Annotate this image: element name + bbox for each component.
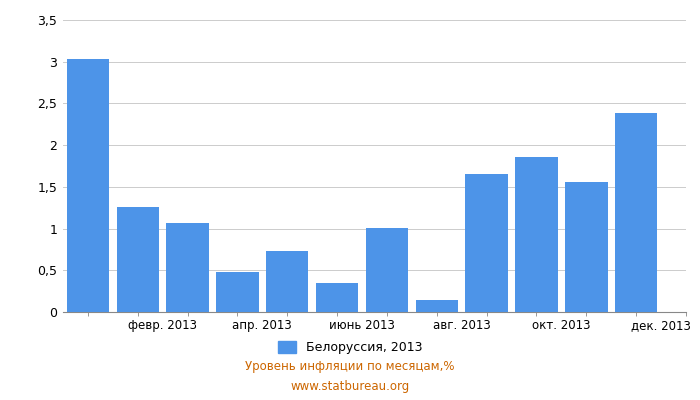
Bar xyxy=(167,223,209,312)
Bar xyxy=(216,272,258,312)
Bar xyxy=(466,174,507,312)
Bar xyxy=(117,207,159,312)
Bar xyxy=(66,59,109,312)
Text: Уровень инфляции по месяцам,%: Уровень инфляции по месяцам,% xyxy=(245,360,455,373)
Text: www.statbureau.org: www.statbureau.org xyxy=(290,380,410,393)
Legend: Белоруссия, 2013: Белоруссия, 2013 xyxy=(273,336,427,359)
Bar xyxy=(316,283,358,312)
Bar xyxy=(515,157,558,312)
Bar xyxy=(416,300,458,312)
Bar xyxy=(615,113,657,312)
Bar xyxy=(266,251,309,312)
Bar xyxy=(565,182,608,312)
Bar xyxy=(366,228,408,312)
